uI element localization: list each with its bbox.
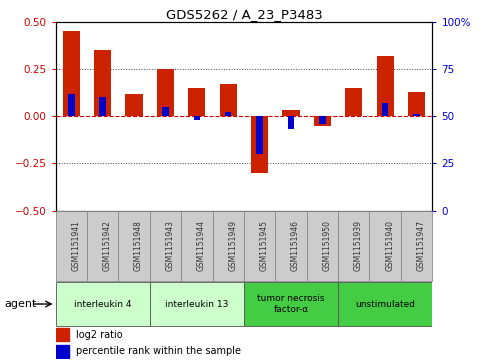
FancyBboxPatch shape (213, 211, 244, 281)
FancyBboxPatch shape (181, 211, 213, 281)
FancyBboxPatch shape (87, 211, 118, 281)
Text: GSM1151945: GSM1151945 (260, 220, 269, 272)
Bar (413, 114, 420, 116)
Bar (220, 84, 237, 116)
Text: percentile rank within the sample: percentile rank within the sample (76, 346, 242, 356)
Text: GSM1151950: GSM1151950 (323, 220, 331, 272)
Text: GSM1151939: GSM1151939 (354, 220, 363, 272)
Text: tumor necrosis
factor-α: tumor necrosis factor-α (257, 294, 325, 314)
Bar (126, 94, 142, 116)
Bar (345, 88, 362, 116)
Bar (319, 116, 326, 124)
Bar (225, 113, 231, 116)
Bar (94, 50, 111, 116)
Title: GDS5262 / A_23_P3483: GDS5262 / A_23_P3483 (166, 8, 322, 21)
Bar (408, 91, 425, 116)
Bar (256, 116, 263, 154)
Text: GSM1151942: GSM1151942 (103, 220, 112, 272)
Text: interleukin 4: interleukin 4 (74, 299, 131, 309)
Text: GSM1151943: GSM1151943 (165, 220, 174, 272)
FancyBboxPatch shape (401, 211, 432, 281)
FancyBboxPatch shape (118, 211, 150, 281)
Bar (99, 97, 106, 116)
FancyBboxPatch shape (338, 282, 432, 326)
Bar (288, 116, 294, 129)
FancyBboxPatch shape (56, 282, 150, 326)
Bar (377, 56, 394, 116)
FancyBboxPatch shape (150, 282, 244, 326)
Text: log2 ratio: log2 ratio (76, 330, 123, 340)
Text: GSM1151944: GSM1151944 (197, 220, 206, 272)
Text: unstimulated: unstimulated (355, 299, 415, 309)
Bar (68, 94, 74, 116)
Bar (314, 116, 331, 126)
Text: agent: agent (5, 299, 37, 309)
Bar (56, 328, 69, 341)
FancyBboxPatch shape (150, 211, 181, 281)
Bar (194, 116, 200, 120)
Text: GSM1151940: GSM1151940 (385, 220, 394, 272)
FancyBboxPatch shape (275, 211, 307, 281)
FancyBboxPatch shape (369, 211, 401, 281)
Bar (63, 31, 80, 116)
Text: GSM1151946: GSM1151946 (291, 220, 300, 272)
Text: GSM1151949: GSM1151949 (228, 220, 237, 272)
Text: GSM1151947: GSM1151947 (416, 220, 426, 272)
Bar (162, 107, 169, 116)
Bar (283, 110, 299, 116)
FancyBboxPatch shape (338, 211, 369, 281)
Bar (251, 116, 268, 173)
Bar (157, 69, 174, 116)
Bar (56, 345, 69, 358)
Text: GSM1151941: GSM1151941 (71, 220, 80, 272)
Text: interleukin 13: interleukin 13 (165, 299, 228, 309)
Bar (188, 88, 205, 116)
Text: GSM1151948: GSM1151948 (134, 220, 143, 272)
FancyBboxPatch shape (244, 282, 338, 326)
FancyBboxPatch shape (244, 211, 275, 281)
FancyBboxPatch shape (56, 211, 87, 281)
FancyBboxPatch shape (307, 211, 338, 281)
Bar (382, 103, 388, 116)
